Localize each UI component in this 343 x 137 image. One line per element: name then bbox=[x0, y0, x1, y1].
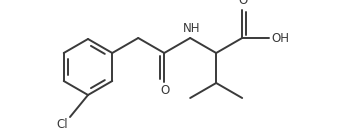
Text: Cl: Cl bbox=[56, 118, 68, 131]
Text: O: O bbox=[238, 0, 248, 8]
Text: OH: OH bbox=[271, 32, 289, 45]
Text: NH: NH bbox=[182, 22, 200, 35]
Text: O: O bbox=[161, 85, 170, 98]
